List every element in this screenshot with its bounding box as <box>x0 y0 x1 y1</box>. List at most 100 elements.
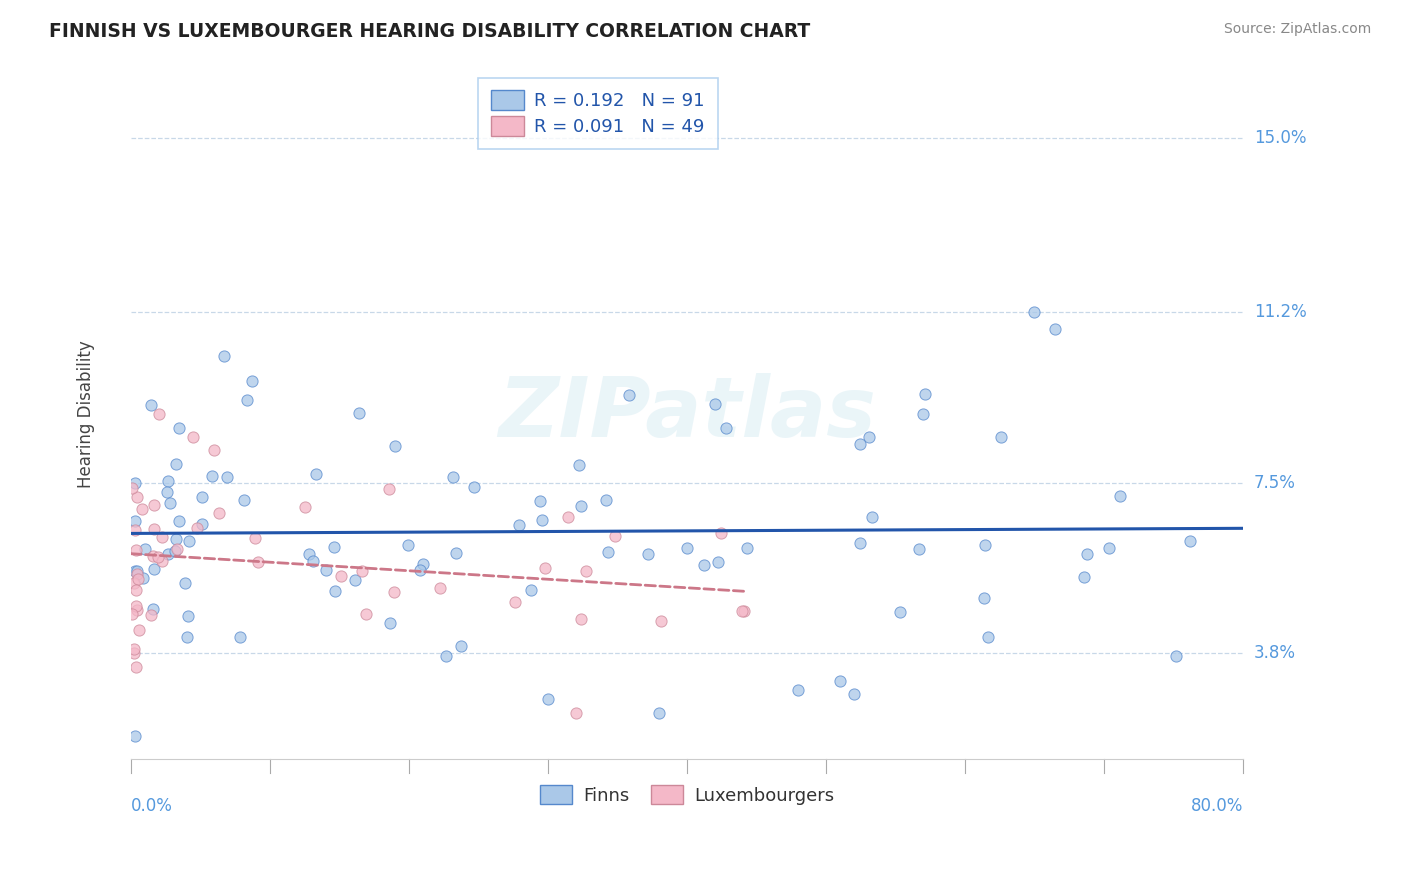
Point <box>322 540 344 554</box>
Point <box>243 532 266 546</box>
Point <box>571 612 593 626</box>
Point <box>396 538 419 552</box>
Point <box>693 558 716 572</box>
Point <box>148 407 170 421</box>
Point <box>1073 569 1095 583</box>
Point <box>575 564 598 578</box>
Point <box>735 541 758 555</box>
Point <box>150 530 173 544</box>
Point <box>450 639 472 653</box>
Point <box>174 576 197 591</box>
Point <box>434 648 457 663</box>
Point <box>849 536 872 550</box>
Point <box>347 406 370 420</box>
Point <box>191 490 214 504</box>
Point <box>860 510 883 524</box>
Point <box>202 443 225 458</box>
Point <box>730 604 752 618</box>
Text: 11.2%: 11.2% <box>1254 303 1306 321</box>
Point <box>675 541 697 555</box>
Text: 7.5%: 7.5% <box>1254 474 1296 491</box>
Point <box>143 562 166 576</box>
Point <box>534 561 557 575</box>
Point <box>446 546 468 560</box>
Point <box>973 591 995 606</box>
Point <box>378 482 401 496</box>
Point <box>703 397 725 411</box>
Point <box>706 555 728 569</box>
Point <box>889 605 911 619</box>
Point <box>605 529 627 543</box>
Point <box>1043 322 1066 336</box>
Point <box>568 458 591 472</box>
Point <box>637 547 659 561</box>
Point <box>124 729 146 743</box>
Point <box>733 604 755 618</box>
Point <box>384 439 406 453</box>
Point <box>228 630 250 644</box>
Text: 0.0%: 0.0% <box>131 797 173 814</box>
Point <box>294 500 316 514</box>
Point <box>714 421 737 435</box>
Point <box>124 542 146 557</box>
Point <box>412 558 434 572</box>
Point <box>122 646 145 660</box>
Point <box>974 538 997 552</box>
Point <box>912 407 935 421</box>
Text: 80.0%: 80.0% <box>1191 797 1243 814</box>
Point <box>302 554 325 568</box>
Point <box>134 541 156 556</box>
Point <box>159 496 181 510</box>
Point <box>125 659 148 673</box>
Point <box>236 392 259 407</box>
Point <box>247 555 270 569</box>
Point <box>124 514 146 528</box>
Point <box>619 388 641 402</box>
Point <box>142 498 165 512</box>
Point <box>141 607 163 622</box>
Point <box>329 569 352 583</box>
Point <box>121 481 143 495</box>
Point <box>166 541 188 556</box>
Point <box>564 706 586 720</box>
Point <box>125 566 148 581</box>
Point <box>378 615 401 630</box>
Point <box>183 430 205 444</box>
Point <box>212 349 235 363</box>
Point <box>531 513 554 527</box>
Point <box>557 510 579 524</box>
Point <box>201 469 224 483</box>
Text: 15.0%: 15.0% <box>1254 128 1306 146</box>
Point <box>537 692 560 706</box>
Point <box>240 374 263 388</box>
Point <box>350 565 373 579</box>
Point <box>146 550 169 565</box>
Point <box>787 682 810 697</box>
Point <box>167 420 190 434</box>
Point <box>842 687 865 701</box>
Point <box>125 599 148 614</box>
Point <box>177 608 200 623</box>
Point <box>127 564 149 578</box>
Legend: Finns, Luxembourgers: Finns, Luxembourgers <box>533 778 842 812</box>
Point <box>650 614 672 628</box>
Point <box>155 484 177 499</box>
Point <box>343 573 366 587</box>
Point <box>1109 489 1132 503</box>
Point <box>176 631 198 645</box>
Point <box>177 534 200 549</box>
Point <box>976 630 998 644</box>
Point <box>1076 548 1098 562</box>
Point <box>648 706 671 720</box>
Point <box>429 582 451 596</box>
Point <box>441 470 464 484</box>
Text: ZIPatlas: ZIPatlas <box>498 373 876 454</box>
Point <box>215 470 238 484</box>
Point <box>191 516 214 531</box>
Point <box>1098 541 1121 556</box>
Point <box>323 583 346 598</box>
Point <box>186 521 208 535</box>
Point <box>139 398 162 412</box>
Point <box>156 474 179 488</box>
Point <box>142 522 165 536</box>
